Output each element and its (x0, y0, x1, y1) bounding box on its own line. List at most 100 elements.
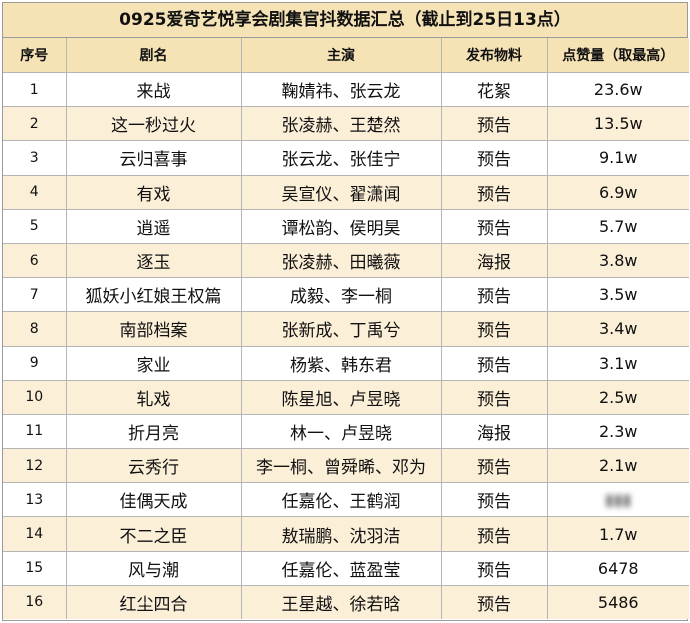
cell-index: 12 (3, 448, 67, 484)
table-row: 13 佳偶天成 任嘉伦、王鹤润 预告 ▮▮▮ (3, 482, 689, 518)
cell-views: 6478 (547, 551, 689, 586)
table-row: 14 不二之臣 敖瑞鹏、沈羽洁 预告 1.7w (3, 516, 689, 552)
cell-drama: 折月亮 (66, 414, 242, 450)
cell-material: 预告 (441, 482, 548, 518)
cell-material: 预告 (441, 346, 548, 381)
cell-material: 预告 (441, 175, 548, 210)
cell-views: 3.5w (547, 277, 689, 313)
cell-drama: 轧戏 (66, 380, 242, 415)
cell-drama: 狐妖小红娘王权篇 (66, 277, 242, 313)
cell-index: 15 (3, 551, 67, 586)
cell-material: 花絮 (441, 72, 548, 108)
cell-views: 3.4w (547, 311, 689, 347)
cell-material: 预告 (441, 585, 548, 619)
table-row: 12 云秀行 李一桐、曾舜晞、邓为 预告 2.1w (3, 448, 689, 484)
cell-material: 海报 (441, 243, 548, 279)
cell-drama: 红尘四合 (66, 585, 242, 619)
cell-index: 3 (3, 140, 67, 176)
cell-drama: 家业 (66, 346, 242, 381)
cell-cast: 李一桐、曾舜晞、邓为 (241, 448, 442, 484)
table-row: 5 逍遥 谭松韵、侯明昊 预告 5.7w (3, 209, 689, 244)
cell-drama: 云秀行 (66, 448, 242, 484)
cell-drama: 南部档案 (66, 311, 242, 347)
cell-views: 6.9w (547, 175, 689, 210)
cell-drama: 不二之臣 (66, 516, 242, 552)
header-views: 点赞量（取最高） (547, 38, 689, 73)
table-body: 1 来战 鞠婧祎、张云龙 花絮 23.6w 2 这一秒过火 张凌赫、王楚然 预告 13.5w 3 云归… (3, 72, 689, 619)
cell-cast: 杨紫、韩东君 (241, 346, 442, 381)
cell-views: 2.1w (547, 448, 689, 484)
cell-cast: 张凌赫、王楚然 (241, 106, 442, 142)
table-row: 7 狐妖小红娘王权篇 成毅、李一桐 预告 3.5w (3, 277, 689, 313)
table-row: 11 折月亮 林一、卢昱晓 海报 2.3w (3, 414, 689, 450)
cell-cast: 谭松韵、侯明昊 (241, 209, 442, 244)
cell-index: 2 (3, 106, 67, 142)
cell-cast: 陈星旭、卢昱晓 (241, 380, 442, 415)
table-row: 2 这一秒过火 张凌赫、王楚然 预告 13.5w (3, 106, 689, 142)
header-drama: 剧名 (66, 38, 242, 73)
cell-drama: 逐玉 (66, 243, 242, 279)
cell-index: 16 (3, 585, 67, 619)
cell-cast: 张凌赫、田曦薇 (241, 243, 442, 279)
cell-index: 14 (3, 516, 67, 552)
cell-index: 6 (3, 243, 67, 279)
cell-material: 预告 (441, 380, 548, 415)
cell-index: 10 (3, 380, 67, 415)
cell-drama: 佳偶天成 (66, 482, 242, 518)
cell-material: 预告 (441, 551, 548, 586)
table-row: 10 轧戏 陈星旭、卢昱晓 预告 2.5w (3, 380, 689, 415)
cell-drama: 逍遥 (66, 209, 242, 244)
cell-index: 5 (3, 209, 67, 244)
cell-views: 2.3w (547, 414, 689, 450)
cell-cast: 任嘉伦、王鹤润 (241, 482, 442, 518)
cell-index: 11 (3, 414, 67, 450)
cell-drama: 这一秒过火 (66, 106, 242, 142)
cell-views: 3.1w (547, 346, 689, 381)
cell-views: 9.1w (547, 140, 689, 176)
cell-index: 4 (3, 175, 67, 210)
cell-views: ▮▮▮ (547, 482, 689, 518)
cell-views: 1.7w (547, 516, 689, 552)
cell-cast: 任嘉伦、蓝盈莹 (241, 551, 442, 586)
data-table: 序号 剧名 主演 发布物料 点赞量（取最高） 1 来战 鞠婧祎、张云龙 花絮 23.6w… (3, 38, 689, 619)
header-index: 序号 (3, 38, 67, 73)
header-cast: 主演 (241, 38, 442, 73)
cell-material: 预告 (441, 209, 548, 244)
cell-cast: 王星越、徐若晗 (241, 585, 442, 619)
cell-drama: 有戏 (66, 175, 242, 210)
cell-drama: 风与潮 (66, 551, 242, 586)
sheet-title: 0925爱奇艺悦享会剧集官抖数据汇总（截止到25日13点） (3, 3, 687, 38)
table-row: 8 南部档案 张新成、丁禹兮 预告 3.4w (3, 311, 689, 347)
header-row: 序号 剧名 主演 发布物料 点赞量（取最高） (3, 38, 689, 73)
cell-material: 预告 (441, 448, 548, 484)
cell-cast: 鞠婧祎、张云龙 (241, 72, 442, 108)
table-row: 6 逐玉 张凌赫、田曦薇 海报 3.8w (3, 243, 689, 279)
cell-views: 3.8w (547, 243, 689, 279)
cell-cast: 成毅、李一桐 (241, 277, 442, 313)
cell-material: 预告 (441, 140, 548, 176)
cell-cast: 张云龙、张佳宁 (241, 140, 442, 176)
cell-material: 海报 (441, 414, 548, 450)
cell-views: 23.6w (547, 72, 689, 108)
table-row: 16 红尘四合 王星越、徐若晗 预告 5486 (3, 585, 689, 619)
table-row: 1 来战 鞠婧祎、张云龙 花絮 23.6w (3, 72, 689, 108)
cell-views: 13.5w (547, 106, 689, 142)
cell-material: 预告 (441, 516, 548, 552)
cell-material: 预告 (441, 277, 548, 313)
cell-cast: 吴宣仪、翟潇闻 (241, 175, 442, 210)
cell-index: 13 (3, 482, 67, 518)
cell-cast: 敖瑞鹏、沈羽洁 (241, 516, 442, 552)
cell-index: 9 (3, 346, 67, 381)
cell-drama: 云归喜事 (66, 140, 242, 176)
table-row: 9 家业 杨紫、韩东君 预告 3.1w (3, 346, 689, 381)
cell-views: 2.5w (547, 380, 689, 415)
header-material: 发布物料 (441, 38, 548, 73)
table-row: 15 风与潮 任嘉伦、蓝盈莹 预告 6478 (3, 551, 689, 586)
table-row: 4 有戏 吴宣仪、翟潇闻 预告 6.9w (3, 175, 689, 210)
cell-material: 预告 (441, 106, 548, 142)
cell-drama: 来战 (66, 72, 242, 108)
cell-views: 5486 (547, 585, 689, 619)
obscured-value: ▮▮▮ (605, 490, 632, 510)
cell-index: 1 (3, 72, 67, 108)
